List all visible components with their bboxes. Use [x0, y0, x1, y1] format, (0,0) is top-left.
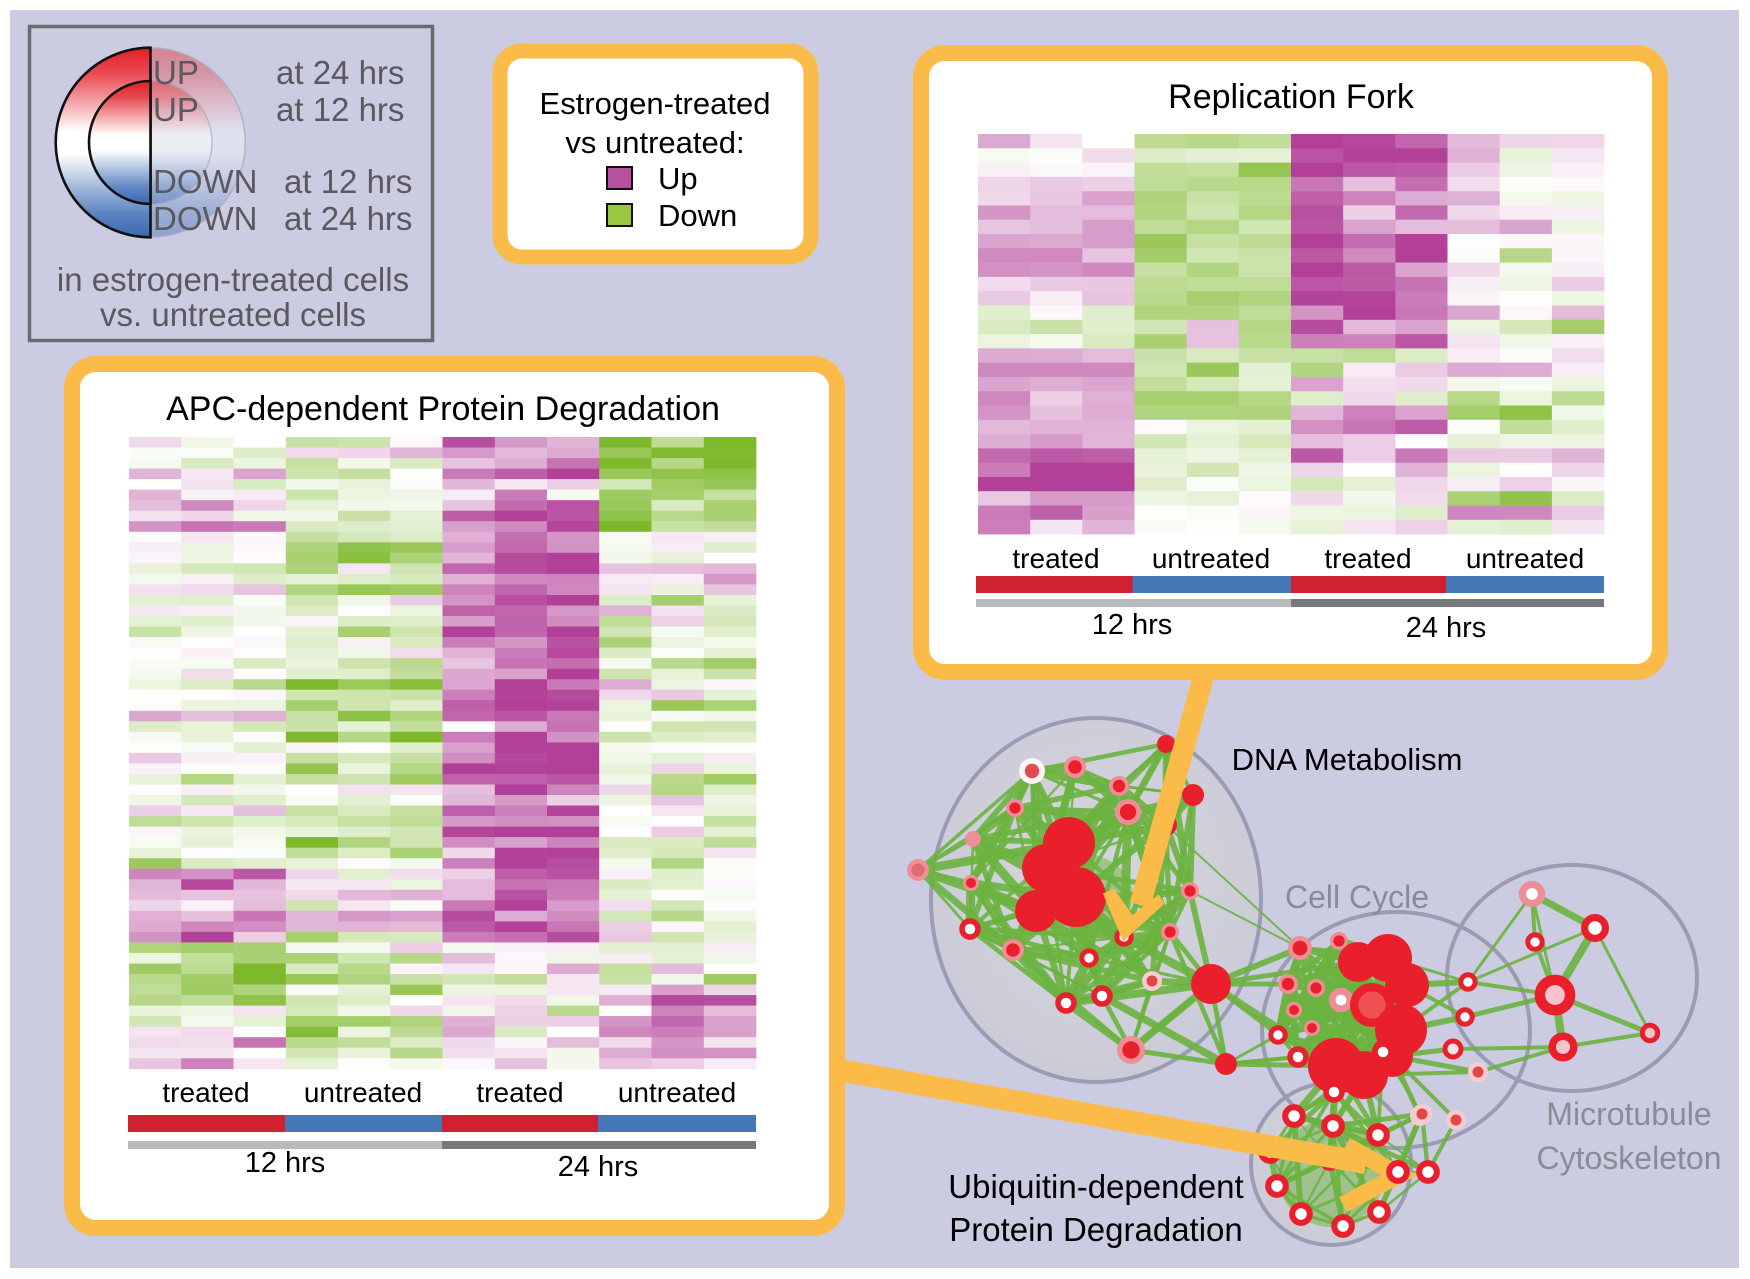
svg-text:vs untreated:: vs untreated:	[565, 125, 744, 160]
svg-text:treated: treated	[162, 1077, 249, 1108]
svg-text:DOWN: DOWN	[153, 200, 257, 237]
svg-text:12 hrs: 12 hrs	[245, 1147, 326, 1179]
svg-text:Replication Fork: Replication Fork	[1168, 78, 1415, 116]
svg-text:untreated: untreated	[618, 1077, 736, 1108]
svg-text:untreated: untreated	[304, 1077, 422, 1108]
svg-text:UP: UP	[153, 54, 199, 91]
svg-text:Cytoskeleton: Cytoskeleton	[1537, 1140, 1722, 1176]
svg-text:treated: treated	[1012, 543, 1099, 574]
svg-text:12 hrs: 12 hrs	[1092, 609, 1173, 641]
svg-text:treated: treated	[476, 1077, 563, 1108]
svg-text:DOWN: DOWN	[153, 163, 257, 200]
svg-text:UP: UP	[153, 91, 199, 128]
svg-text:untreated: untreated	[1152, 543, 1270, 574]
svg-text:24 hrs: 24 hrs	[1406, 612, 1487, 644]
svg-text:at 24 hrs: at 24 hrs	[276, 54, 404, 91]
svg-text:vs. untreated cells: vs. untreated cells	[100, 296, 366, 333]
svg-text:DNA Metabolism: DNA Metabolism	[1232, 742, 1463, 777]
svg-text:at 24 hrs: at 24 hrs	[284, 200, 412, 237]
svg-text:at 12 hrs: at 12 hrs	[276, 91, 404, 128]
svg-text:in estrogen-treated cells: in estrogen-treated cells	[57, 261, 409, 298]
svg-text:Protein Degradation: Protein Degradation	[949, 1211, 1243, 1248]
svg-text:Ubiquitin-dependent: Ubiquitin-dependent	[948, 1168, 1243, 1205]
svg-text:Estrogen-treated: Estrogen-treated	[540, 86, 771, 121]
svg-text:treated: treated	[1324, 543, 1411, 574]
svg-text:at 12 hrs: at 12 hrs	[284, 163, 412, 200]
svg-text:24 hrs: 24 hrs	[558, 1151, 639, 1183]
svg-text:Down: Down	[658, 198, 737, 233]
svg-text:APC-dependent Protein Degradat: APC-dependent Protein Degradation	[166, 390, 720, 428]
svg-text:untreated: untreated	[1466, 543, 1584, 574]
svg-text:Up: Up	[658, 161, 698, 196]
svg-text:Microtubule: Microtubule	[1546, 1096, 1711, 1132]
svg-text:Cell Cycle: Cell Cycle	[1285, 879, 1429, 915]
